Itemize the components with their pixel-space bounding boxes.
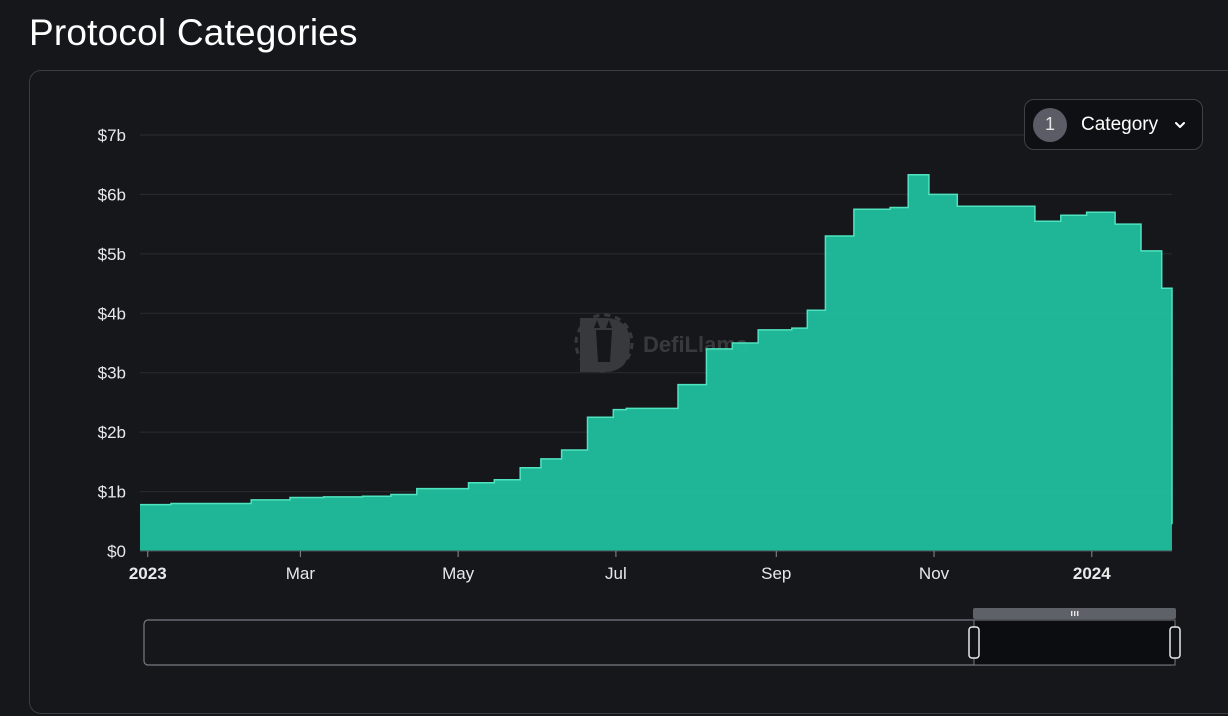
grip-icon xyxy=(1071,611,1079,616)
x-axis-labels: 2023 Mar May Jul Sep Nov 2024 xyxy=(129,551,1111,583)
y-axis-labels: $0 $1b $2b $3b $4b $5b $6b $7b xyxy=(98,126,126,561)
llama-logo-icon xyxy=(574,313,634,373)
watermark: DefiLlama xyxy=(574,313,749,373)
slider-handle-left[interactable] xyxy=(968,626,980,659)
category-select-label: Category xyxy=(1081,113,1159,135)
category-count-badge: 1 xyxy=(1033,107,1067,142)
slider-selection[interactable] xyxy=(973,619,1176,666)
chevron-down-icon xyxy=(1173,118,1187,132)
y-tick-label: $2b xyxy=(98,423,126,442)
slider-handle-right[interactable] xyxy=(1169,626,1181,659)
x-tick-label: May xyxy=(442,564,475,583)
y-tick-label: $5b xyxy=(98,245,126,264)
y-tick-label: $6b xyxy=(98,185,126,204)
y-tick-label: $3b xyxy=(98,364,126,383)
x-tick-label: 2024 xyxy=(1073,564,1111,583)
y-tick-label: $7b xyxy=(98,126,126,145)
page-title: Protocol Categories xyxy=(29,12,358,53)
y-tick-label: $0 xyxy=(107,542,126,561)
area-fill xyxy=(140,174,1172,552)
x-tick-label: Sep xyxy=(761,564,791,583)
x-tick-label: Nov xyxy=(919,564,950,583)
x-tick-label: Jul xyxy=(605,564,627,583)
x-tick-label: Mar xyxy=(286,564,316,583)
area-series xyxy=(140,174,1173,552)
category-select[interactable]: 1 Category xyxy=(1024,99,1203,150)
y-tick-label: $4b xyxy=(98,304,126,323)
range-slider[interactable] xyxy=(143,608,1181,666)
y-tick-label: $1b xyxy=(98,483,126,502)
x-tick-label: 2023 xyxy=(129,564,167,583)
series-line xyxy=(140,174,1173,525)
